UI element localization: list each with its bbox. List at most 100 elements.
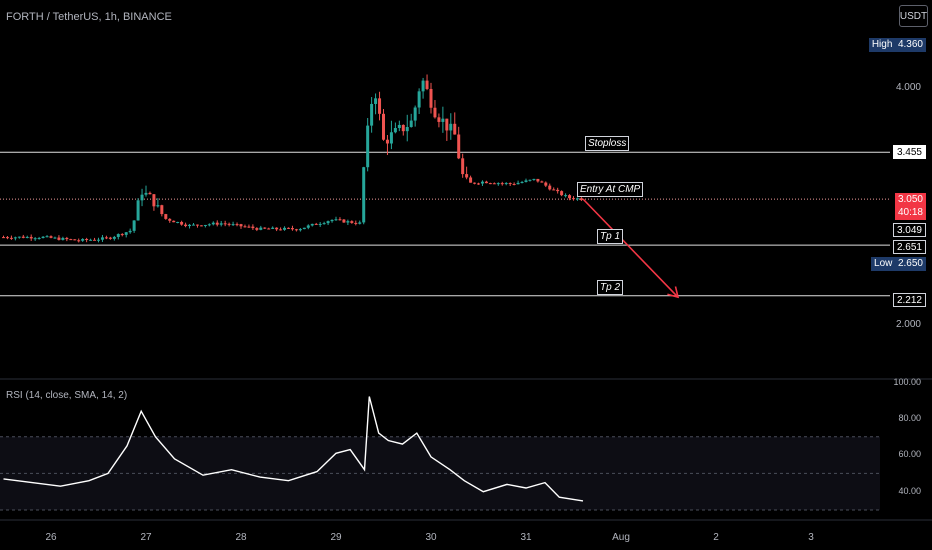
low-badge: Low 2.650 [871,257,926,271]
candle-body [556,189,560,192]
candle-body [152,194,156,207]
candle-body [215,222,219,225]
candle-body [484,181,488,184]
candle-body [520,181,524,183]
high-badge: High 4.360 [868,38,926,52]
candle-body [69,239,73,241]
candle-body [417,91,421,108]
candle-body [445,118,449,131]
tp2-price-label: 2.212 [892,293,926,307]
candle-body [235,224,239,226]
low-value: 2.650 [897,258,923,269]
candle-body [326,221,330,224]
candle-body [318,223,322,225]
candle-body [548,185,552,190]
candle-body [338,219,342,221]
candle-body [100,237,104,240]
candle-body [21,236,25,238]
candle-body [259,227,263,230]
candle-body [330,219,334,222]
stoploss-price-label: 3.455 [892,145,926,159]
candle-body [156,205,160,207]
time-tick: Aug [612,532,630,543]
candle-body [239,224,243,227]
candle-body [255,228,259,230]
candle-body [334,219,338,221]
candle-body [33,238,37,240]
candle-body [480,181,484,184]
rsi-title[interactable]: RSI (14, close, SMA, 14, 2) [6,390,128,401]
candle-body [77,240,81,242]
candle-body [433,107,437,118]
candle-body [223,223,227,225]
candle-body [314,223,318,225]
time-tick: 3 [808,532,814,543]
candle-body [247,226,251,228]
candle-body [124,232,128,235]
time-tick: 26 [45,532,57,543]
price-tick: 4.000 [895,82,921,93]
candle-body [112,236,116,239]
candle-body [461,158,465,175]
candle-body [532,178,536,180]
price-tick: 2.000 [895,319,921,330]
candle-body [508,183,512,185]
candle-body [53,237,57,239]
tp1-annotation[interactable]: Tp 1 [597,229,624,244]
candle-body [362,167,366,223]
candle-body [140,194,144,201]
entry-annotation[interactable]: Entry At CMP [577,182,644,197]
candle-body [298,229,302,231]
candle-body [81,239,85,241]
tp2-annotation[interactable]: Tp 2 [597,280,624,295]
candle-body [346,221,350,223]
stoploss-annotation[interactable]: Stoploss [585,136,630,151]
candle-body [425,80,429,89]
candle-body [65,237,69,240]
candle-body [45,236,49,238]
candle-body [164,214,168,219]
candle-body [370,103,374,126]
candle-body [568,195,572,199]
candle-body [89,239,93,241]
candle-body [449,123,453,131]
candle-body [243,226,247,228]
candle-body [572,198,575,200]
candle-body [441,118,445,122]
candle-body [540,181,544,183]
candle-body [267,228,271,230]
candle-body [29,236,33,239]
candle-body [453,123,457,135]
candle-body [457,134,461,159]
candle-body [378,98,382,114]
candle-body [524,180,528,182]
candle-body [283,227,287,230]
projection-arrow[interactable] [582,198,679,298]
candle-body [409,120,413,128]
candle-body [13,237,17,239]
candle-body [496,183,500,185]
candle-body [188,224,192,227]
candle-body [504,183,508,185]
candle-body [85,239,89,241]
candle-body [358,222,362,224]
candle-body [473,182,477,184]
candle-body [104,237,108,239]
time-tick: 2 [713,532,719,543]
currency-button[interactable]: USDT [899,5,928,27]
candle-body [500,183,504,185]
candle-body [302,227,306,230]
candle-body [401,124,405,132]
rsi-tick: 60.00 [898,449,921,459]
candle-body [413,107,417,121]
candle-body [128,230,132,233]
candle-body [17,236,21,238]
candle-body [219,223,223,225]
candle-body [342,219,346,223]
rsi-tick: 100.00 [893,377,921,387]
candle-body [322,223,326,225]
candle-body [310,223,314,226]
candle-body [61,237,65,240]
candle-body [374,98,378,104]
